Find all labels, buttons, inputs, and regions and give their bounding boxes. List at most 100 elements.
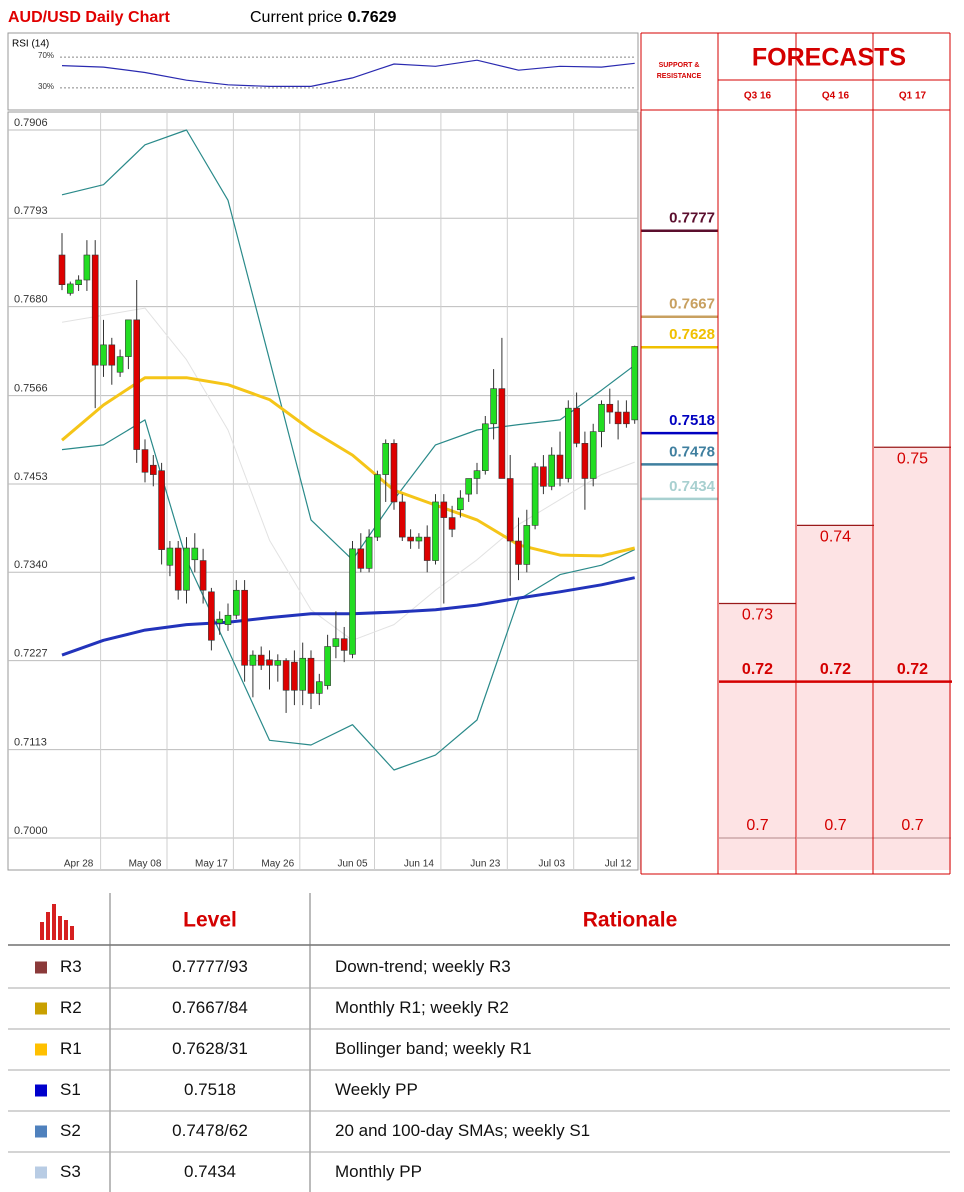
- x-tick-label: Apr 28: [64, 859, 94, 870]
- price-text: Current price 0.7629: [250, 9, 397, 26]
- candle-body: [564, 407, 572, 479]
- row-level: 0.7518: [184, 1080, 236, 1099]
- rsi-title: RSI (14): [12, 39, 49, 50]
- candle-body: [340, 638, 348, 651]
- forecast-mid-label: 0.72: [897, 661, 928, 678]
- row-rationale: Bollinger band; weekly R1: [335, 1039, 532, 1058]
- chart-title: AUD/USD Daily Chart: [8, 9, 170, 26]
- overlay-line: [61, 376, 636, 558]
- candle-body: [423, 536, 431, 561]
- candle-body: [349, 548, 356, 655]
- candle-body: [174, 547, 182, 591]
- forecast-low-label: 0.7: [901, 817, 923, 834]
- candle-body: [257, 654, 265, 666]
- candle-body: [83, 254, 91, 281]
- quarter-label: Q1 17: [899, 91, 927, 102]
- row-level: 0.7478/62: [172, 1121, 248, 1140]
- row-name: R1: [60, 1039, 82, 1058]
- forecast-range: [719, 603, 796, 870]
- table-header: Level: [183, 909, 237, 932]
- candle-body: [415, 536, 423, 542]
- rsi-panel: [7, 32, 639, 111]
- level-label: 0.7518: [669, 412, 715, 429]
- candle-body: [291, 661, 298, 691]
- quarter-label: Q3 16: [744, 91, 772, 102]
- price-value: 0.7629: [347, 9, 396, 26]
- y-tick-label: 0.7906: [14, 117, 48, 129]
- y-tick-label: 0.7680: [14, 293, 48, 305]
- level-swatch: [35, 1166, 47, 1179]
- candle-body: [274, 660, 282, 666]
- forecast-low-label: 0.7: [746, 817, 768, 834]
- x-tick-label: May 08: [129, 859, 162, 870]
- candle-body: [166, 547, 174, 566]
- x-tick-label: May 26: [261, 859, 294, 870]
- x-tick-label: Jun 14: [404, 859, 434, 870]
- candle-body: [199, 560, 207, 591]
- forecasts-title: FORECASTS: [752, 44, 906, 72]
- candle-body: [589, 431, 597, 479]
- candle-body: [573, 407, 580, 444]
- row-name: S3: [60, 1162, 81, 1181]
- candle-body: [531, 466, 539, 526]
- candle-body: [548, 454, 556, 487]
- candle-body: [407, 536, 414, 542]
- row-level: 0.7667/84: [172, 998, 248, 1017]
- row-rationale: 20 and 100-day SMAs; weekly S1: [335, 1121, 590, 1140]
- candle-body: [556, 454, 564, 479]
- candle-body: [133, 319, 140, 450]
- candle-body: [540, 466, 547, 487]
- candle-body: [307, 657, 315, 694]
- forecast-range: [874, 447, 951, 870]
- x-tick-label: Jul 12: [605, 859, 632, 870]
- candle-body: [506, 478, 514, 542]
- y-tick-label: 0.7340: [14, 559, 48, 571]
- row-rationale: Down-trend; weekly R3: [335, 957, 511, 976]
- row-name: R3: [60, 957, 82, 976]
- candle-body: [116, 356, 124, 373]
- level-label: 0.7667: [669, 296, 715, 313]
- candle-body: [515, 540, 522, 565]
- quarter-label: Q4 16: [822, 91, 850, 102]
- overlay-line: [61, 419, 635, 771]
- level-swatch: [35, 1084, 47, 1097]
- row-rationale: Weekly PP: [335, 1080, 418, 1099]
- row-name: S2: [60, 1121, 81, 1140]
- levels-title: SUPPORT &: [659, 62, 700, 69]
- level-label: 0.7777: [669, 210, 715, 227]
- forecast-high-label: 0.74: [820, 529, 851, 546]
- candle-body: [581, 443, 589, 479]
- rsi-line: [61, 59, 635, 87]
- candle-body: [158, 470, 165, 550]
- candle-body: [241, 589, 248, 666]
- candle-body: [191, 547, 199, 561]
- table-icon: [40, 904, 74, 940]
- candle-body: [282, 660, 290, 691]
- candle-body: [374, 474, 381, 538]
- candle-body: [216, 618, 223, 624]
- x-tick-label: Jun 23: [470, 859, 500, 870]
- row-level: 0.7628/31: [172, 1039, 248, 1058]
- candle-body: [332, 638, 340, 647]
- y-tick-label: 0.7793: [14, 205, 48, 217]
- candle-body: [614, 411, 622, 425]
- forecast-high-label: 0.73: [742, 607, 773, 624]
- candle-body: [58, 254, 66, 285]
- table-header: Rationale: [583, 909, 678, 932]
- candle-body: [324, 646, 331, 686]
- level-label: 0.7628: [669, 326, 715, 343]
- candle-body: [208, 591, 215, 641]
- y-tick-label: 0.7453: [14, 471, 48, 483]
- candle-body: [183, 547, 190, 591]
- candle-body: [299, 657, 307, 691]
- candle-body: [481, 423, 489, 471]
- forecast-low-label: 0.7: [824, 817, 846, 834]
- candle-body: [141, 449, 149, 473]
- row-name: S1: [60, 1080, 81, 1099]
- forecast-mid-label: 0.72: [820, 661, 851, 678]
- candle-body: [390, 443, 398, 503]
- candle-body: [249, 654, 257, 666]
- row-level: 0.7777/93: [172, 957, 248, 976]
- candle-body: [315, 681, 323, 694]
